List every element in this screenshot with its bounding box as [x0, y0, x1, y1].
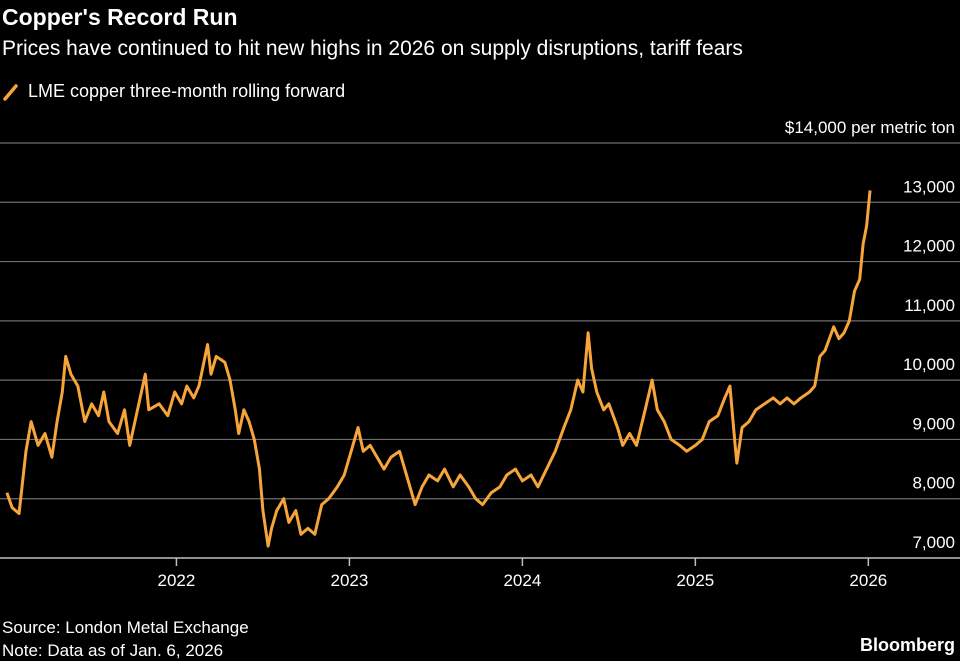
- y-tick-label: 13,000: [903, 177, 955, 196]
- y-tick-label: $14,000 per metric ton: [785, 118, 955, 137]
- y-tick-label: 9,000: [912, 414, 955, 433]
- y-tick-label: 10,000: [903, 355, 955, 374]
- legend-label: LME copper three-month rolling forward: [28, 81, 345, 101]
- x-tick-label: 2022: [158, 571, 196, 590]
- note: Note: Data as of Jan. 6, 2026: [2, 641, 223, 660]
- x-tick-label: 2026: [849, 571, 887, 590]
- legend-swatch: [3, 84, 18, 101]
- source: Source: London Metal Exchange: [2, 618, 249, 637]
- chart-subtitle: Prices have continued to hit new highs i…: [2, 37, 743, 60]
- x-tick-label: 2023: [330, 571, 368, 590]
- chart-title: Copper's Record Run: [2, 4, 238, 30]
- brand: Bloomberg: [860, 635, 955, 655]
- y-tick-label: 7,000: [912, 533, 955, 552]
- y-tick-label: 12,000: [903, 237, 955, 256]
- x-tick-label: 2025: [676, 571, 714, 590]
- y-tick-label: 11,000: [904, 296, 955, 315]
- x-tick-label: 2024: [503, 571, 541, 590]
- y-tick-label: 8,000: [912, 474, 955, 493]
- price-line: [5, 190, 872, 548]
